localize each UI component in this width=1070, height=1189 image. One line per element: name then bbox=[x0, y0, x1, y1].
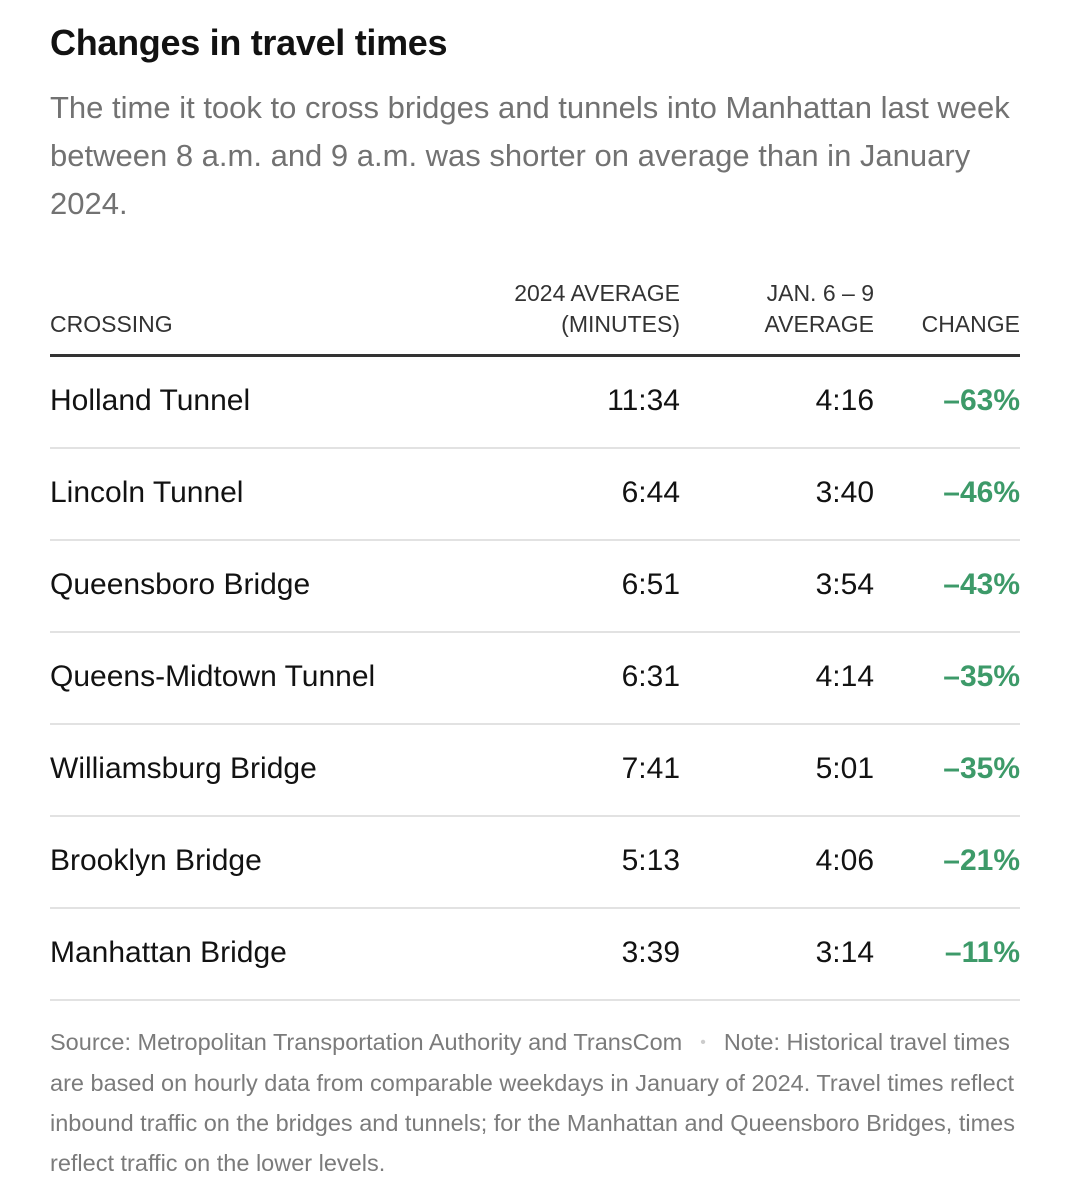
header-2024-average: 2024 AVERAGE (MINUTES) bbox=[514, 278, 680, 340]
cell-jan-average: 4:16 bbox=[815, 384, 874, 417]
cell-2024-average: 6:51 bbox=[621, 568, 680, 601]
table-row: Lincoln Tunnel 6:44 3:40 –46% bbox=[50, 449, 1020, 541]
cell-jan-average: 3:14 bbox=[815, 936, 874, 969]
cell-crossing: Brooklyn Bridge bbox=[50, 844, 262, 877]
table-row: Queens-Midtown Tunnel 6:31 4:14 –35% bbox=[50, 633, 1020, 725]
cell-crossing: Manhattan Bridge bbox=[50, 936, 287, 969]
header-jan-average-line-1: JAN. 6 – 9 bbox=[766, 280, 874, 306]
table-row: Manhattan Bridge 3:39 3:14 –11% bbox=[50, 909, 1020, 1001]
header-crossing: CROSSING bbox=[50, 309, 173, 340]
cell-crossing: Holland Tunnel bbox=[50, 384, 251, 417]
cell-crossing: Queensboro Bridge bbox=[50, 568, 311, 601]
header-change-line-1: CHANGE bbox=[921, 311, 1020, 337]
table-row: Brooklyn Bridge 5:13 4:06 –21% bbox=[50, 817, 1020, 909]
cell-change: –21% bbox=[943, 844, 1020, 877]
cell-jan-average: 4:06 bbox=[815, 844, 874, 877]
table-row: Queensboro Bridge 6:51 3:54 –43% bbox=[50, 541, 1020, 633]
cell-jan-average: 4:14 bbox=[815, 660, 874, 693]
cell-2024-average: 6:31 bbox=[621, 660, 680, 693]
header-jan-average: JAN. 6 – 9 AVERAGE bbox=[765, 278, 875, 340]
cell-crossing: Williamsburg Bridge bbox=[50, 752, 317, 785]
travel-times-table: CROSSING 2024 AVERAGE (MINUTES) JAN. 6 –… bbox=[50, 276, 1020, 1001]
cell-jan-average: 3:40 bbox=[815, 476, 874, 509]
cell-2024-average: 6:44 bbox=[621, 476, 680, 509]
chart-subtitle: The time it took to cross bridges and tu… bbox=[50, 90, 1010, 221]
header-2024-average-line-1: 2024 AVERAGE bbox=[514, 280, 680, 306]
cell-2024-average: 3:39 bbox=[621, 936, 680, 969]
table-header: CROSSING 2024 AVERAGE (MINUTES) JAN. 6 –… bbox=[50, 276, 1020, 357]
cell-change: –35% bbox=[943, 660, 1020, 693]
header-change: CHANGE bbox=[922, 309, 1020, 340]
table-row: Holland Tunnel 11:34 4:16 –63% bbox=[50, 357, 1020, 449]
header-jan-average-line-2: AVERAGE bbox=[764, 311, 875, 337]
header-2024-average-line-2: (MINUTES) bbox=[561, 311, 680, 337]
cell-change: –43% bbox=[943, 568, 1020, 601]
cell-change: –63% bbox=[943, 384, 1020, 417]
note-text: Note: Historical travel times are based … bbox=[50, 1029, 1015, 1176]
source-text: Source: Metropolitan Transportation Auth… bbox=[50, 1029, 683, 1055]
cell-2024-average: 7:41 bbox=[621, 752, 680, 785]
cell-2024-average: 5:13 bbox=[621, 844, 680, 877]
cell-change: –46% bbox=[943, 476, 1020, 509]
header-crossing-line-1: CROSSING bbox=[50, 311, 173, 337]
cell-jan-average: 5:01 bbox=[815, 752, 874, 785]
cell-2024-average: 11:34 bbox=[607, 384, 680, 417]
cell-jan-average: 3:54 bbox=[815, 568, 874, 601]
chart-title: Changes in travel times bbox=[50, 22, 448, 63]
cell-crossing: Lincoln Tunnel bbox=[50, 476, 244, 509]
source-note: Source: Metropolitan Transportation Auth… bbox=[50, 1022, 1020, 1183]
separator-dot: • bbox=[700, 1034, 706, 1051]
cell-change: –35% bbox=[943, 752, 1020, 785]
cell-change: –11% bbox=[944, 936, 1020, 969]
cell-crossing: Queens-Midtown Tunnel bbox=[50, 660, 376, 693]
table-row: Williamsburg Bridge 7:41 5:01 –35% bbox=[50, 725, 1020, 817]
